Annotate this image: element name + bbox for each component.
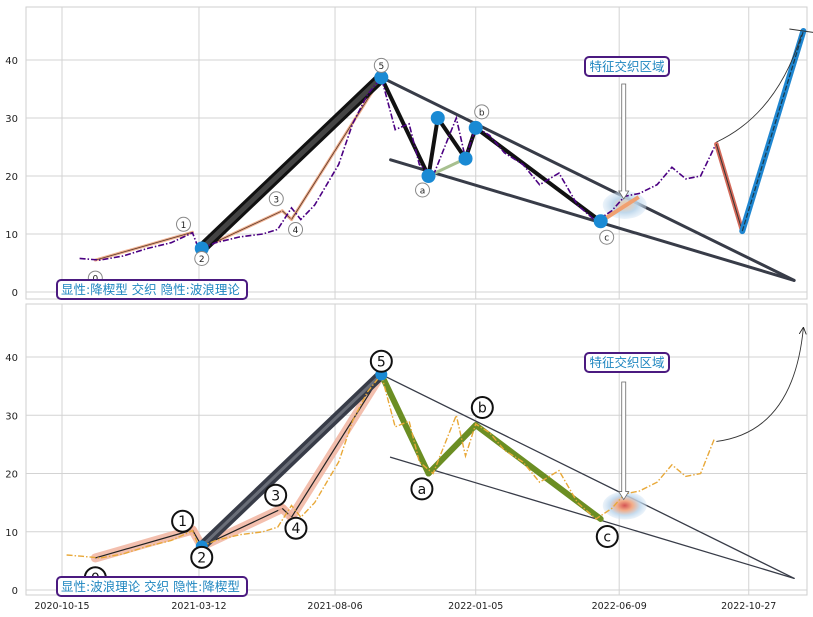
wave-label: 2: [197, 550, 206, 566]
wave-segment: [291, 374, 382, 518]
top-panel: 010203040012345abc特征交织区域显性:降楔型 交织 隐性:波浪理…: [5, 6, 813, 300]
wave-label-circle: [264, 483, 288, 507]
wave-label-circle: [268, 191, 284, 207]
wave-point: [430, 111, 445, 125]
wave-label-circle: [599, 229, 615, 245]
wave-label-circle: [470, 396, 494, 420]
wave-segment: [291, 77, 382, 220]
wedge-line: [389, 158, 796, 282]
wave-label: c: [603, 530, 611, 546]
wave-point: [468, 120, 483, 135]
x-tick-label: 2021-08-06: [307, 601, 362, 612]
callout-label: 特征交织区域: [589, 59, 664, 74]
wave-label: b: [478, 401, 487, 417]
wedge-line: [380, 373, 795, 579]
wave-segment: [95, 529, 193, 559]
wave-label-circle: [415, 182, 431, 198]
pattern-label-box: [56, 576, 248, 597]
pattern-label: 显性:波浪理论 交织 隐性:降楔型: [61, 579, 240, 594]
y-tick-label: 20: [5, 172, 18, 183]
x-tick-label: 2022-06-09: [592, 601, 647, 612]
y-tick-label: 0: [12, 288, 18, 299]
wave-label: a: [420, 187, 426, 197]
wave-label-circle: [284, 516, 308, 540]
wedge-line: [379, 75, 796, 282]
wave-label-circle: [369, 349, 393, 373]
projection-down: [715, 143, 743, 232]
callout-box: [584, 352, 670, 373]
wave-label: 4: [293, 226, 299, 236]
wave-label-circle: [373, 57, 389, 73]
y-tick-label: 0: [12, 586, 18, 597]
y-tick-label: 10: [5, 230, 18, 241]
wave-label: c: [604, 234, 609, 244]
wave-label: 3: [271, 488, 280, 504]
price-line: [79, 75, 716, 261]
bottom-panel: 0 10 20 30 40 2020-10-15 2021-03-12 2021-08-06 2…: [5, 303, 808, 612]
wave-point: [593, 214, 608, 229]
wave-label: 1: [181, 221, 187, 231]
wave-label: b: [479, 108, 485, 118]
pattern-label: 显性:降楔型 交织 隐性:波浪理论: [61, 282, 240, 297]
callout-pointer: [618, 381, 630, 501]
wave-label-circle: [474, 104, 490, 120]
callout-label: 特征交织区域: [589, 355, 664, 370]
wave-label: 3: [273, 195, 279, 205]
wave-label-circle: [410, 477, 434, 501]
wave-point: [374, 70, 389, 85]
correction-segment: [435, 116, 468, 161]
wave-label: 2: [199, 255, 205, 265]
price-line: [66, 372, 716, 559]
callout-box: [584, 56, 670, 77]
wave-label-circle: [190, 545, 214, 569]
x-tick-label: 2021-03-12: [171, 601, 226, 612]
correction-segment: [379, 75, 431, 178]
correction-segment: [425, 422, 479, 477]
wave-label-circle: [171, 509, 195, 533]
impulse-wave-core: [199, 74, 384, 251]
wave-label: 1: [178, 514, 187, 530]
y-tick-label: 40: [5, 56, 18, 67]
projection-arrow: [716, 328, 803, 442]
feature-zone: [602, 491, 647, 520]
zone-strip: [601, 195, 640, 222]
wave-label: 4: [291, 521, 300, 537]
correction-segment: [378, 371, 432, 477]
wave-point: [458, 151, 473, 166]
wave-segment: [95, 231, 193, 261]
correction-segment: [426, 116, 440, 178]
wave-label-circle: [176, 216, 192, 232]
projection-arc: [716, 34, 802, 143]
projection-up-highlight: [739, 28, 807, 235]
pattern-label-box: [56, 279, 248, 300]
correction-segment: [472, 422, 604, 522]
wave-label: a: [418, 482, 427, 498]
x-tick-label: 2022-10-27: [721, 601, 776, 612]
y-tick-label: 30: [5, 411, 18, 422]
wedge-line: [389, 456, 795, 579]
y-tick-label: 10: [5, 528, 18, 539]
x-tick-label: 2020-10-15: [34, 601, 89, 612]
y-tick-label: 40: [5, 353, 18, 364]
y-tick-label: 20: [5, 470, 18, 481]
wave-label: 5: [378, 62, 384, 72]
wave-label-circle: [595, 525, 619, 549]
x-tick-label: 2022-01-05: [448, 601, 503, 612]
wave-point: [421, 169, 436, 183]
callout-pointer: [618, 83, 630, 200]
impulse-wave-core: [200, 372, 383, 548]
wave-label-circle: [288, 222, 304, 237]
wave-label-circle: [194, 251, 210, 266]
y-tick-label: 30: [5, 114, 18, 125]
wave-label: 5: [377, 354, 386, 370]
